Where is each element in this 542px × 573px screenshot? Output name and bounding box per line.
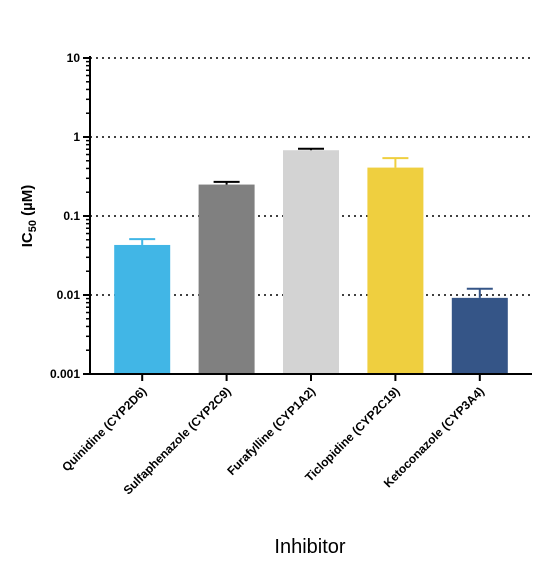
x-category-label: Quinidine (CYP2D6): [59, 384, 149, 474]
bar: [198, 184, 255, 374]
x-category-label: Furafylline (CYP1A2): [224, 384, 318, 478]
y-axis-title: IC50 (µM): [19, 185, 39, 248]
bar: [367, 167, 424, 374]
bar: [114, 244, 171, 374]
y-tick-label: 0.001: [50, 367, 80, 381]
y-tick-label: 10: [67, 51, 81, 65]
x-category-label: Ketoconazole (CYP3A4): [381, 384, 487, 490]
bars: [114, 147, 508, 374]
bar: [451, 297, 508, 374]
bar: [283, 150, 339, 374]
y-tick-label: 1: [73, 130, 80, 144]
x-axis-title: Inhibitor: [274, 536, 345, 558]
y-tick-label: 0.01: [57, 288, 81, 302]
y-tick-label: 0.1: [63, 209, 80, 223]
y-ticks: 0.001 0.01 0.1 1 10: [50, 51, 90, 381]
x-category-labels: Quinidine (CYP2D6)Sulfaphenazole (CYP2C9…: [59, 374, 487, 497]
x-category-label: Ticlopidine (CYP2C19): [302, 384, 402, 484]
